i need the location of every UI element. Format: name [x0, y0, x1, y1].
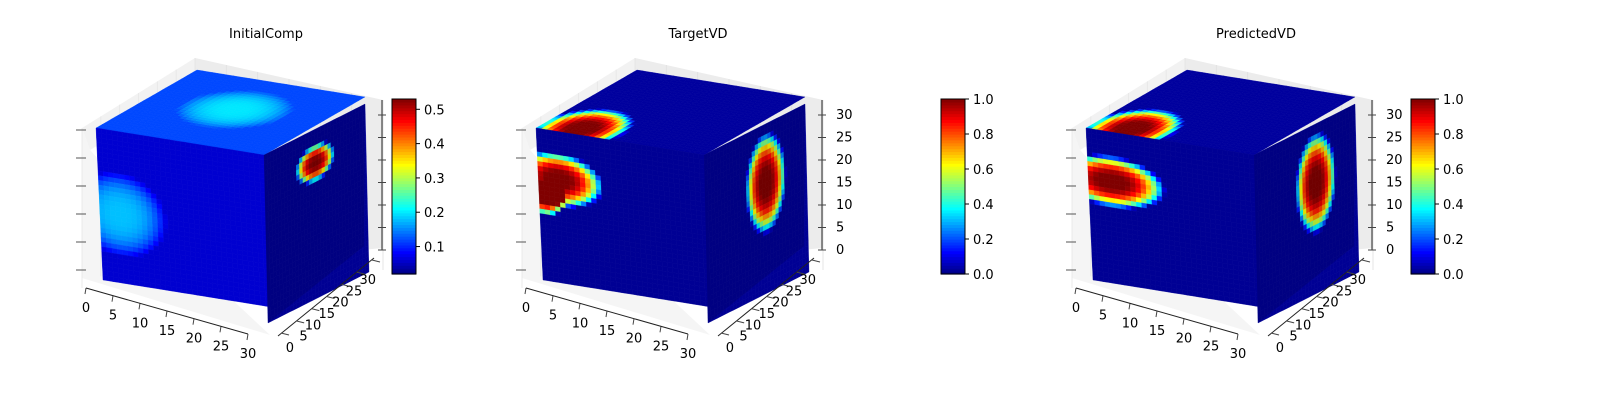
- x-tick: [246, 333, 249, 341]
- voxel-cell: [244, 297, 251, 304]
- voxel-cell: [165, 285, 172, 292]
- voxel-cell: [658, 293, 664, 300]
- voxel-cell: [233, 296, 240, 303]
- colorbar-tick-label: 0.5: [424, 103, 445, 118]
- voxel-cell: [563, 278, 570, 285]
- x-tick-label: 10: [132, 316, 149, 331]
- voxel-cell: [123, 278, 130, 285]
- voxel-cell: [610, 285, 617, 293]
- voxel-cell: [170, 285, 177, 293]
- voxel-cell: [113, 276, 119, 283]
- x-tick-label: 20: [186, 332, 203, 347]
- voxel-cell: [652, 292, 659, 299]
- x-tick-label: 30: [240, 347, 257, 362]
- y-tick: [296, 320, 305, 324]
- x-tick-label: 0: [82, 301, 90, 316]
- voxel-cell: [595, 283, 601, 290]
- colorbar-segment: [392, 99, 416, 103]
- voxel-cell: [118, 277, 125, 284]
- colorbar-tick-label: 0.2: [424, 206, 445, 221]
- voxel-cell: [589, 282, 596, 289]
- voxel-cell: [631, 289, 638, 296]
- voxel-cell: [542, 275, 549, 282]
- cube-face-front: [535, 127, 712, 308]
- colorbar-tick-label: 0.4: [424, 138, 445, 153]
- voxel-cell: [218, 293, 224, 300]
- x-tick: [192, 318, 195, 325]
- x-tick: [84, 287, 87, 295]
- cube-face-front: [95, 127, 272, 308]
- x-tick: [219, 326, 222, 333]
- voxel-cell: [102, 275, 109, 282]
- voxel-cell: [547, 275, 554, 282]
- voxel-cell: [254, 299, 261, 306]
- voxel-cell: [642, 291, 649, 298]
- x-tick: [138, 303, 141, 310]
- colorbar: 0.1 0.2 0.3 0.4 0.5: [391, 98, 445, 275]
- y-tick-label: 30: [359, 273, 376, 288]
- voxel-cell: [249, 298, 256, 305]
- voxel-cell: [107, 275, 114, 282]
- voxel-cell: [579, 280, 586, 288]
- voxel-cell: [149, 282, 156, 289]
- voxel-cell: [260, 300, 266, 307]
- voxel-cell: [223, 294, 230, 301]
- voxel-cell: [626, 288, 633, 295]
- voxel-cell: [647, 291, 654, 298]
- voxel-cell: [139, 280, 146, 288]
- voxel-cell: [584, 281, 591, 288]
- y-tick: [280, 332, 290, 336]
- voxel-cell: [621, 287, 628, 294]
- colorbar-tick-label: 0.1: [424, 241, 445, 256]
- voxel-cell: [239, 296, 245, 304]
- subplot-title: TargetVD: [667, 27, 727, 42]
- voxel-cell: [186, 288, 193, 295]
- y-tick-label: 0: [286, 341, 294, 356]
- x-tick-label: 5: [109, 309, 117, 324]
- voxel-cell: [197, 290, 203, 297]
- x-tick: [165, 310, 168, 318]
- voxel-cell: [600, 284, 607, 291]
- y-tick: [371, 259, 381, 263]
- subplot-title: InitialComp: [229, 27, 303, 42]
- voxel-cell: [155, 283, 161, 290]
- voxel-cell: [128, 279, 135, 286]
- x-tick-label: 15: [159, 324, 176, 339]
- voxel-cell: [605, 285, 612, 292]
- voxel-cell: [160, 284, 167, 291]
- voxel-cell: [134, 280, 140, 287]
- x-tick: [111, 295, 114, 302]
- voxel-cell: [207, 291, 214, 298]
- voxel-cell: [568, 279, 575, 286]
- voxel-cell: [228, 295, 235, 302]
- voxel-cell: [637, 290, 643, 297]
- voxel-cell: [181, 287, 188, 294]
- voxel-cell: [144, 281, 151, 288]
- cube-face-top: [95, 69, 366, 156]
- colorbar-tick-label: 0.3: [424, 172, 445, 187]
- voxel-cell: [553, 276, 559, 283]
- voxel-cell: [616, 286, 622, 293]
- voxel-cell: [202, 291, 209, 298]
- voxel-cell: [191, 289, 198, 296]
- voxel-cell: [212, 292, 219, 299]
- x-tick-label: 25: [213, 339, 230, 354]
- voxel-cell: [558, 277, 565, 284]
- voxel-cell: [176, 286, 182, 293]
- voxel-cell: [574, 280, 580, 287]
